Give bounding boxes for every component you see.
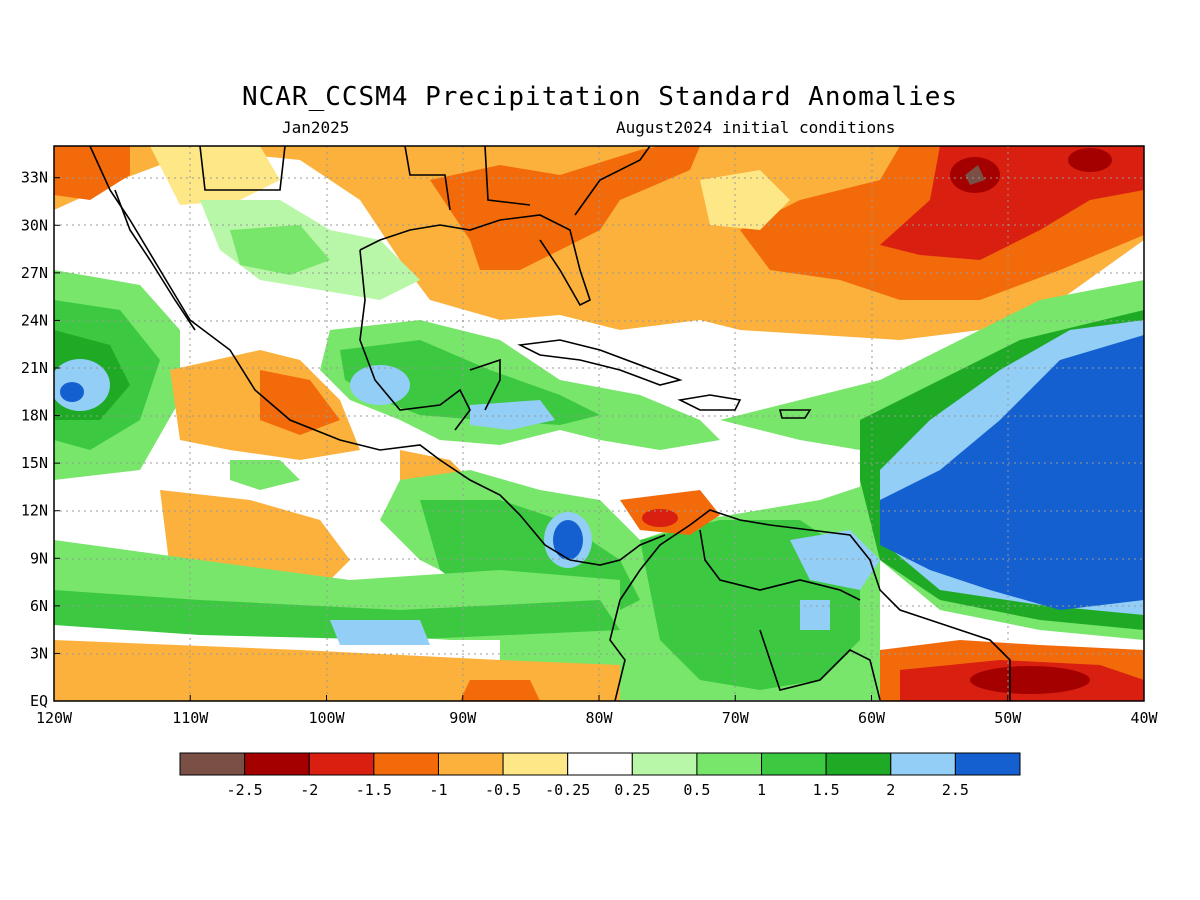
forecast-month: Jan2025 — [282, 118, 350, 137]
colorbar-swatch — [179, 752, 246, 776]
colorbar-swatch — [696, 752, 763, 776]
lat-label: 24N — [21, 311, 48, 329]
colorbar-label: 1 — [757, 781, 766, 799]
lon-label: 90W — [449, 709, 477, 727]
lat-label: 30N — [21, 216, 48, 234]
lon-label: 50W — [994, 709, 1022, 727]
initial-conditions: August2024 initial conditions — [616, 118, 896, 137]
colorbar-label: 1.5 — [813, 781, 840, 799]
colorbar-swatch — [954, 752, 1021, 776]
lat-label: 33N — [21, 169, 48, 187]
longitude-labels: 120W 110W 100W 90W 80W 70W 60W 50W 40W — [36, 695, 1159, 727]
colorbar-swatch — [373, 752, 439, 776]
colorbar-swatch — [308, 752, 375, 776]
lon-label: 110W — [172, 709, 209, 727]
colorbar-label: -0.5 — [485, 781, 521, 799]
lon-label: 40W — [1130, 709, 1158, 727]
lat-label: 21N — [21, 359, 48, 377]
lat-label: 18N — [21, 407, 48, 425]
lat-label: 6N — [30, 597, 48, 615]
colorbar-swatch — [761, 752, 827, 776]
colorbar-label: -1.5 — [356, 781, 392, 799]
lat-label: 27N — [21, 264, 48, 282]
colorbar-swatch — [244, 752, 310, 776]
lat-label: EQ — [30, 692, 48, 710]
lon-label: 100W — [308, 709, 345, 727]
lon-label: 120W — [36, 709, 73, 727]
lon-label: 70W — [722, 709, 750, 727]
colorbar-label: 0.25 — [614, 781, 650, 799]
latitude-labels: EQ 3N 6N 9N 12N 15N 18N 21N 24N 27N 30N 33N — [21, 169, 60, 710]
coastlines — [89, 146, 1011, 701]
lon-label: 80W — [585, 709, 613, 727]
colorbar-swatch — [567, 752, 633, 776]
colorbar-label: -2.5 — [227, 781, 263, 799]
colorbar-label: -2 — [300, 781, 318, 799]
map-title: NCAR_CCSM4 Precipitation Standard Anomal… — [241, 82, 959, 112]
colorbar-label: 2.5 — [942, 781, 969, 799]
lat-label: 15N — [21, 454, 48, 472]
lat-label: 12N — [21, 502, 48, 520]
graticule — [54, 146, 1144, 701]
lat-label: 3N — [30, 644, 48, 662]
colorbar-swatch — [825, 752, 892, 776]
lat-label: 9N — [30, 549, 48, 567]
colorbar-label: 2 — [886, 781, 895, 799]
colorbar-swatch — [631, 752, 698, 776]
colorbar: -2.5 -2 -1.5 -1 -0.5 -0.25 0.25 0.5 1 1.5 2 2.5 — [179, 752, 1021, 799]
colorbar-label: -1 — [429, 781, 447, 799]
colorbar-swatch — [890, 752, 956, 776]
colorbar-swatch — [437, 752, 504, 776]
colorbar-swatch — [502, 752, 569, 776]
colorbar-label: 0.5 — [683, 781, 710, 799]
lon-label: 60W — [858, 709, 886, 727]
colorbar-label: -0.25 — [545, 781, 590, 799]
anomaly-field — [54, 146, 1144, 701]
